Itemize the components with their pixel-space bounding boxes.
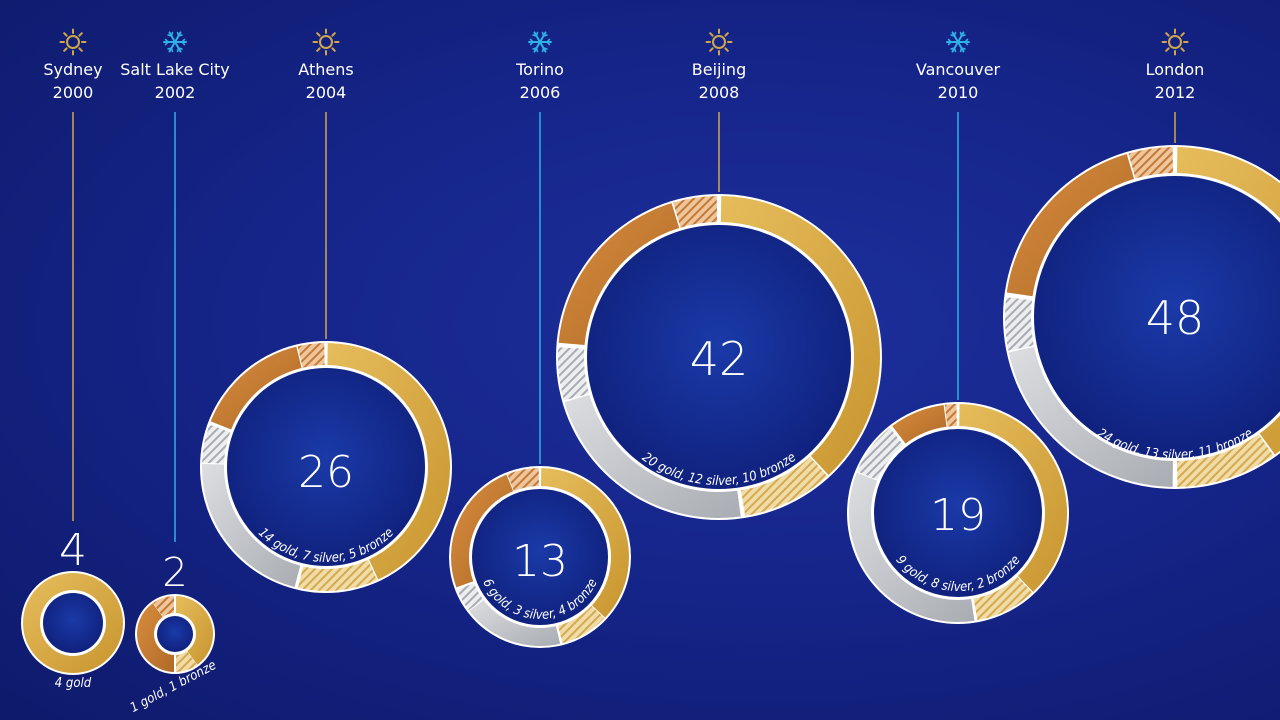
bronze-medals-hatched-arc <box>152 596 175 617</box>
sun-icon <box>705 28 733 56</box>
ring-center <box>227 368 425 566</box>
ring-center <box>1034 176 1280 458</box>
gold-medals-hatched-arc <box>557 605 605 644</box>
medal-ring <box>1003 145 1280 489</box>
medal-ring <box>200 341 452 593</box>
gold-medals-arc <box>175 596 214 665</box>
gold-medals-arc <box>1177 147 1280 455</box>
year-label: 2012 <box>1155 83 1196 102</box>
snowflake-icon <box>163 31 187 53</box>
medal-breakdown: 4 gold <box>55 676 92 691</box>
ring-center <box>472 489 608 625</box>
medal-total: 48 <box>1146 291 1205 345</box>
year-label: 2000 <box>53 83 94 102</box>
year-label: 2002 <box>155 83 196 102</box>
gold-medals-arc <box>327 343 450 580</box>
bronze-medals-hatched-arc <box>297 343 325 368</box>
gold-medals-arc <box>959 404 1067 592</box>
silver-medals-arc <box>848 472 975 622</box>
medal-total: 2 <box>162 550 187 596</box>
silver-medals-arc <box>564 394 741 519</box>
sun-icon <box>59 28 87 56</box>
bronze-medals-arc <box>1006 154 1135 297</box>
gold-medals-hatched-arc <box>740 456 828 516</box>
medal-ring <box>135 594 215 674</box>
bronze-medals-arc <box>450 474 514 588</box>
medal-ring <box>556 194 882 520</box>
gold-medals-hatched-arc <box>298 559 378 592</box>
gold-medals-arc <box>720 196 880 476</box>
year-label: 2008 <box>699 83 740 102</box>
silver-medals-hatched-arc <box>202 424 231 464</box>
medal-ring <box>21 571 125 675</box>
medal-ring <box>449 466 631 648</box>
silver-medals-arc <box>469 600 561 646</box>
gold-medals-hatched-arc <box>973 576 1033 621</box>
gold-medals-arc <box>540 468 629 618</box>
year-label: 2004 <box>306 83 347 102</box>
city-label: Salt Lake City <box>120 60 229 79</box>
medal-ring <box>847 402 1069 624</box>
bronze-medals-arc <box>558 203 680 346</box>
city-label: Vancouver <box>916 60 1001 79</box>
bronze-medals-hatched-arc <box>507 468 540 491</box>
silver-medals-hatched-arc <box>457 583 484 611</box>
silver-medals-arc <box>1008 346 1173 487</box>
snowflake-icon <box>528 31 552 53</box>
gold-medals-hatched-arc <box>175 651 198 672</box>
medal-total: 19 <box>930 490 986 541</box>
silver-medals-hatched-arc <box>1005 297 1034 351</box>
city-label: Sydney <box>43 60 102 79</box>
medal-total: 26 <box>298 447 354 498</box>
city-label: Beijing <box>692 60 746 79</box>
city-label: Athens <box>298 60 353 79</box>
city-label: London <box>1146 60 1205 79</box>
medal-total: 42 <box>690 332 749 386</box>
bronze-medals-hatched-arc <box>944 404 957 427</box>
year-label: 2010 <box>938 83 979 102</box>
silver-medals-hatched-arc <box>558 347 590 401</box>
bronze-medals-arc <box>136 603 175 672</box>
ring-center <box>43 593 103 653</box>
medal-total: 13 <box>512 536 568 587</box>
city-label: Torino <box>515 60 564 79</box>
game-header: Sydney 2000 4 4 gold <box>43 28 103 691</box>
gold-medals-arc <box>23 573 123 673</box>
bronze-medals-hatched-arc <box>673 196 718 228</box>
snowflake-icon <box>946 31 970 53</box>
silver-medals-arc <box>201 464 301 587</box>
sun-icon <box>1161 28 1189 56</box>
bronze-medals-arc <box>892 404 947 444</box>
gold-medals-hatched-arc <box>1177 434 1274 487</box>
ring-center <box>157 616 193 652</box>
medal-total: 4 <box>59 525 87 576</box>
sun-icon <box>312 28 340 56</box>
bronze-medals-arc <box>210 346 302 430</box>
ring-center <box>874 429 1042 597</box>
year-label: 2006 <box>520 83 561 102</box>
ring-center <box>587 225 851 489</box>
silver-medals-hatched-arc <box>857 427 904 480</box>
bronze-medals-hatched-arc <box>1128 147 1173 179</box>
